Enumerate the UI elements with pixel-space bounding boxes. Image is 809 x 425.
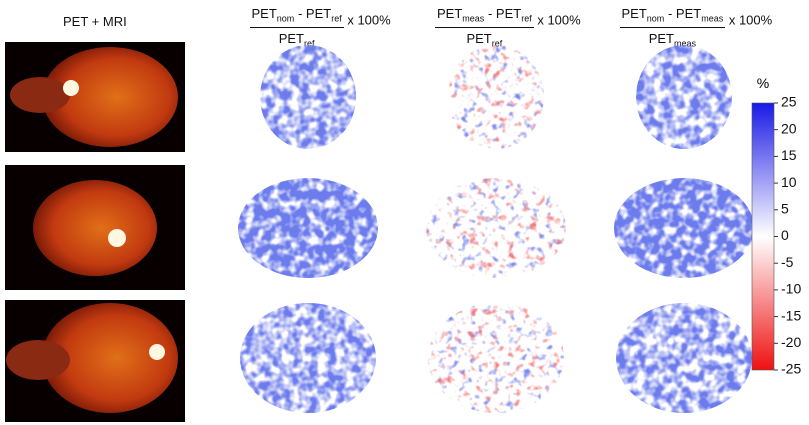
map xyxy=(428,303,564,413)
colorbar-tick-label: 10 xyxy=(781,174,797,190)
figure: % 25 20 15 10 5 0 -5 -10 -15 -20 -25 xyxy=(0,0,809,425)
noise-blue xyxy=(260,45,356,149)
colorbar-tick-label: -15 xyxy=(781,307,801,323)
noise-blue xyxy=(616,303,752,413)
noise-red xyxy=(426,178,566,278)
map xyxy=(636,45,732,149)
map xyxy=(614,178,754,278)
colorbar-tick-label: -5 xyxy=(781,254,794,270)
noise-blue xyxy=(614,178,754,278)
map xyxy=(448,45,544,149)
colorbar-tick-label: 15 xyxy=(781,147,797,163)
map xyxy=(616,303,752,413)
colorbar-tick-label: -10 xyxy=(781,281,801,297)
noise-blue xyxy=(636,45,732,149)
map xyxy=(240,303,376,413)
colorbar xyxy=(752,103,774,370)
map xyxy=(260,45,356,149)
colorbar-tick-label: 20 xyxy=(781,120,797,136)
difference-maps xyxy=(238,45,754,413)
noise-red xyxy=(448,45,544,149)
noise-red xyxy=(428,303,564,413)
page: PET + MRIPETnom - PETrefPETref x 100%PET… xyxy=(0,0,809,425)
colorbar-tick-label: 0 xyxy=(781,227,789,243)
colorbar-tick-label: 25 xyxy=(781,94,797,110)
pet-mri-column xyxy=(5,42,185,422)
colorbar-tick-label: 5 xyxy=(781,201,789,217)
colorbar-ticks: 25 20 15 10 5 0 -5 -10 -15 -20 -25 xyxy=(774,94,801,377)
noise-blue xyxy=(238,178,378,278)
map xyxy=(426,178,566,278)
colorbar-tick-label: -25 xyxy=(781,361,801,377)
noise-blue xyxy=(240,303,376,413)
colorbar-tick-label: -20 xyxy=(781,334,801,350)
map xyxy=(238,178,378,278)
colorbar-label: % xyxy=(757,75,769,91)
